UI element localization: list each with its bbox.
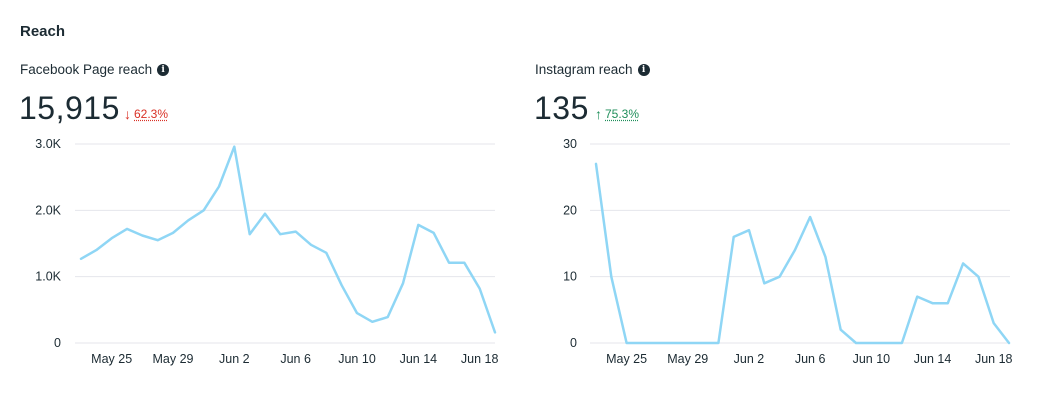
facebook-reach-panel: Facebook Page reach i 15,915 ↓ 62.3% 0 1.… [0, 0, 520, 412]
facebook-chart-series-line [79, 145, 497, 334]
instagram-chart-x-tick-label: Jun 10 [853, 352, 891, 366]
instagram-chart-y-tick-label: 10 [563, 270, 577, 284]
instagram-chart-y-tick-label: 20 [563, 203, 577, 217]
instagram-reach-chart: 0 10 20 30 May 25 May 29 Jun 2 Jun 6 Jun 10 Jun 1… [563, 137, 1013, 366]
section-title: Reach [20, 23, 66, 40]
facebook-reach-change-pct: 62.3% [134, 107, 169, 121]
instagram-chart-series-line [594, 162, 1011, 345]
instagram-reach-label: Instagram reach [535, 62, 633, 77]
instagram-chart-x-tick-label: May 25 [606, 352, 647, 366]
instagram-chart-y-tick-label: 0 [570, 336, 577, 350]
instagram-reach-change-pct: 75.3% [605, 107, 640, 121]
facebook-reach-label-row: Facebook Page reach i [20, 62, 170, 77]
instagram-chart-x-tick-label: Jun 6 [795, 352, 826, 366]
instagram-reach-panel: Instagram reach i 135 ↑ 75.3% 0 10 20 30 May… [515, 0, 1035, 412]
instagram-reach-value: 135 [534, 90, 589, 126]
facebook-chart-x-tick-label: Jun 14 [400, 352, 438, 366]
facebook-chart-y-tick-label: 0 [54, 336, 61, 350]
facebook-chart-y-tick-label: 1.0K [35, 270, 61, 284]
facebook-chart-x-tick-label: Jun 18 [461, 352, 499, 366]
facebook-chart-x-tick-label: Jun 2 [219, 352, 250, 366]
instagram-chart-x-tick-label: Jun 18 [975, 352, 1013, 366]
info-icon[interactable]: i [637, 63, 650, 76]
facebook-reach-value: 15,915 [19, 90, 120, 126]
instagram-chart-x-tick-label: Jun 14 [914, 352, 952, 366]
instagram-reach-label-row: Instagram reach i [535, 62, 650, 77]
facebook-chart-y-tick-label: 2.0K [35, 203, 61, 217]
instagram-chart-x-tick-label: Jun 2 [734, 352, 765, 366]
facebook-chart-x-tick-label: May 29 [153, 352, 194, 366]
facebook-reach-change[interactable]: ↓ 62.3% [124, 107, 168, 121]
arrow-down-icon: ↓ [124, 106, 131, 122]
info-icon[interactable]: i [157, 63, 170, 76]
instagram-reach-change[interactable]: ↑ 75.3% [595, 107, 639, 121]
facebook-chart-x-tick-label: May 25 [91, 352, 132, 366]
facebook-chart-x-tick-label: Jun 6 [280, 352, 311, 366]
arrow-up-icon: ↑ [595, 106, 602, 122]
facebook-reach-label: Facebook Page reach [20, 62, 153, 77]
instagram-chart-y-tick-label: 30 [563, 137, 577, 151]
facebook-chart-x-tick-label: Jun 10 [338, 352, 376, 366]
instagram-chart-x-tick-label: May 29 [667, 352, 708, 366]
facebook-chart-y-tick-label: 3.0K [35, 137, 61, 151]
facebook-reach-chart: 0 1.0K 2.0K 3.0K May 25 May 29 Jun 2 Jun 6 Jun 1… [35, 137, 499, 366]
